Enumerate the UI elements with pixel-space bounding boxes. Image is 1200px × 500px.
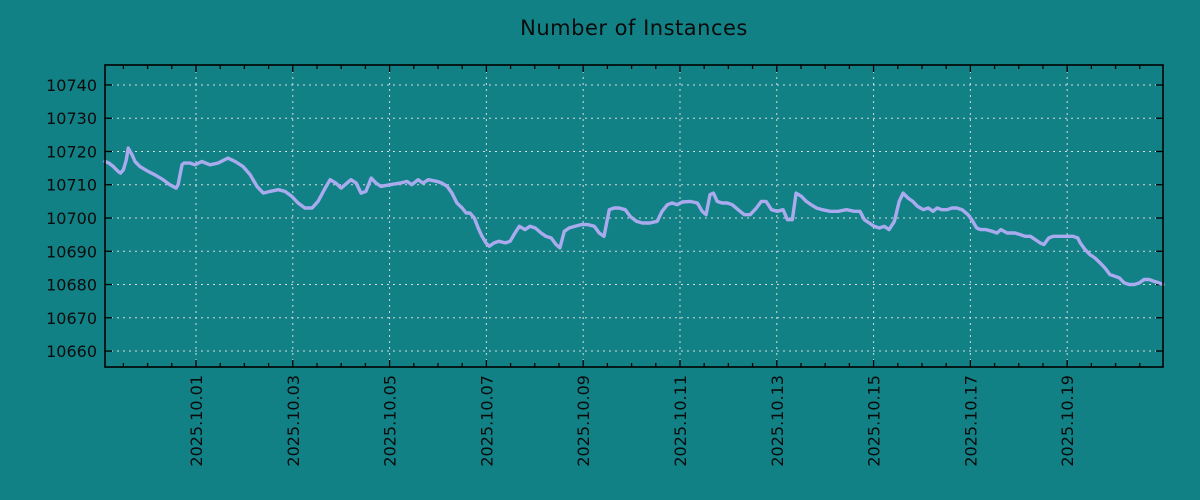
y-tick-label: 10720 bbox=[46, 142, 97, 161]
x-tick-label: 2025.10.15 bbox=[865, 375, 884, 467]
x-tick-label: 2025.10.07 bbox=[477, 375, 496, 467]
y-tick-label: 10740 bbox=[46, 76, 97, 95]
y-tick-label: 10710 bbox=[46, 176, 97, 195]
series-line-instances bbox=[103, 146, 1165, 287]
y-tick-label: 10700 bbox=[46, 209, 97, 228]
x-tick-label: 2025.10.17 bbox=[961, 375, 980, 467]
x-tick-label: 2025.10.03 bbox=[284, 375, 303, 467]
x-tick-label: 2025.10.09 bbox=[574, 375, 593, 467]
y-tick-label: 10690 bbox=[46, 242, 97, 261]
y-tick-label: 10670 bbox=[46, 309, 97, 328]
x-tick-label: 2025.10.13 bbox=[768, 375, 787, 467]
x-tick-label: 2025.10.05 bbox=[381, 375, 400, 467]
y-tick-label: 10680 bbox=[46, 276, 97, 295]
x-tick-label: 2025.10.01 bbox=[187, 375, 206, 467]
chart-title: Number of Instances bbox=[520, 16, 748, 40]
x-tick-label: 2025.10.11 bbox=[671, 375, 690, 467]
x-tick-label: 2025.10.19 bbox=[1058, 375, 1077, 467]
y-tick-label: 10730 bbox=[46, 109, 97, 128]
y-tick-label: 10660 bbox=[46, 342, 97, 361]
plot-border bbox=[104, 64, 1164, 368]
